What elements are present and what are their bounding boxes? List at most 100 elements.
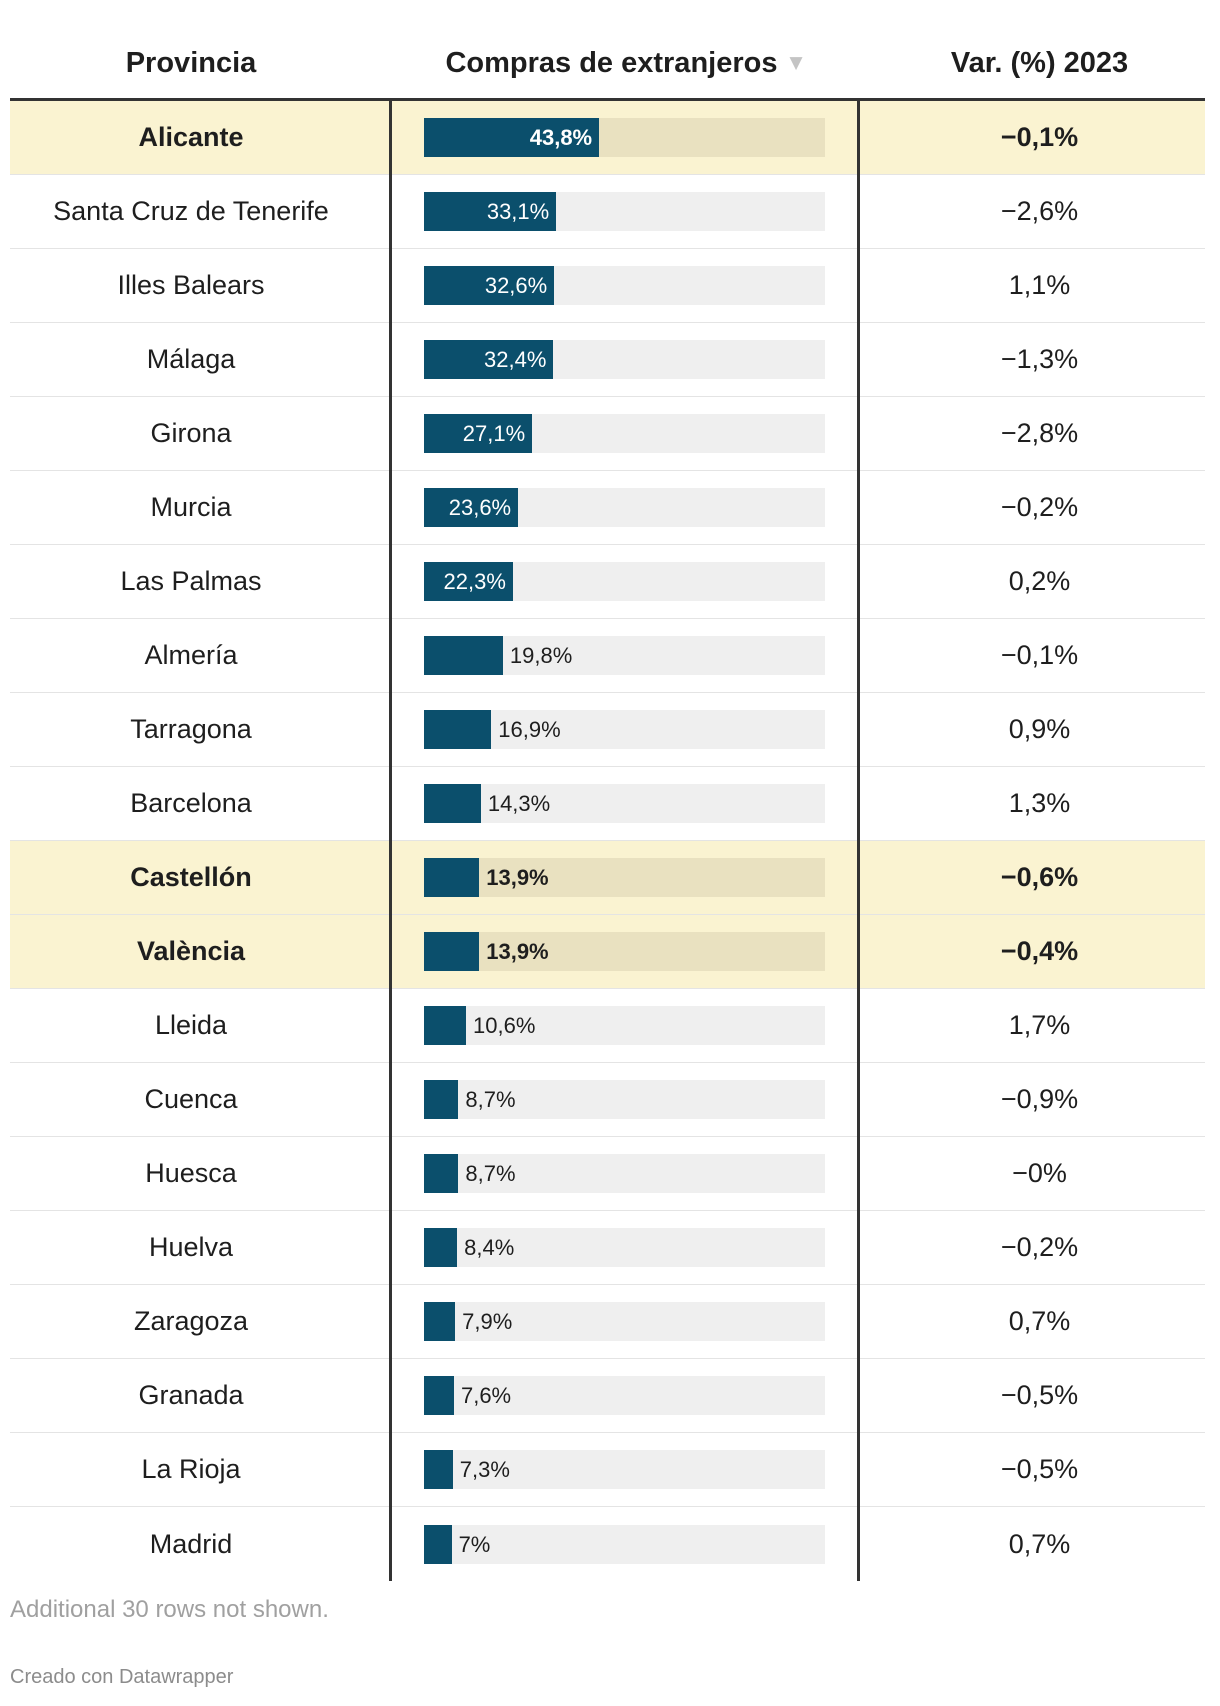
bar-santa-cruz-de-tenerife: 33,1%: [423, 192, 557, 231]
bar-track: 33,1%: [423, 192, 825, 231]
cell-var: −0,6%: [858, 841, 1205, 914]
header-compras[interactable]: Compras de extranjeros ▼: [390, 0, 858, 98]
cell-var: −0,2%: [858, 1211, 1205, 1284]
bar-murcia: 23,6%: [423, 488, 519, 527]
var-label: −2,6%: [1000, 196, 1079, 226]
header-provincia-label: Provincia: [125, 47, 257, 79]
table-row-malaga: Málaga 32,4% −1,3%: [10, 323, 1205, 397]
bar-label-malaga: 32,4%: [484, 347, 547, 372]
table-row-girona: Girona 27,1% −2,8%: [10, 397, 1205, 471]
cell-compras: 7,3%: [390, 1433, 858, 1506]
bar-track: 19,8%: [423, 636, 825, 675]
bar-label-granada: 7,6%: [460, 1383, 512, 1408]
var-label: −0,1%: [1000, 122, 1079, 152]
cell-provincia: Castellón: [10, 841, 390, 914]
bar-cuenca: 8,7%: [423, 1080, 516, 1119]
cell-var: −1,3%: [858, 323, 1205, 396]
table-row-zaragoza: Zaragoza 7,9% 0,7%: [10, 1285, 1205, 1359]
cell-provincia: Barcelona: [10, 767, 390, 840]
provincia-label: La Rioja: [141, 1454, 241, 1484]
bar-label-illes-balears: 32,6%: [484, 273, 548, 298]
cell-compras: 7,6%: [390, 1359, 858, 1432]
var-label: −0,5%: [1000, 1380, 1079, 1410]
column-divider-right: [857, 101, 860, 1581]
bar-label-lleida: 10,6%: [473, 1013, 536, 1038]
cell-compras: 16,9%: [390, 693, 858, 766]
bar-zaragoza: 7,9%: [423, 1302, 512, 1341]
bar-track: 7,3%: [423, 1450, 825, 1489]
data-table: Provincia Compras de extranjeros ▼ Var. …: [10, 0, 1205, 1581]
bar-illes-balears: 32,6%: [423, 266, 555, 305]
bar-track: 13,9%: [423, 932, 825, 971]
cell-compras: 43,8%: [390, 101, 858, 174]
bar-barcelona: 14,3%: [423, 784, 550, 823]
cell-compras: 13,9%: [390, 915, 858, 988]
bar-label-girona: 27,1%: [462, 421, 526, 446]
cell-var: 1,3%: [858, 767, 1205, 840]
table-row-barcelona: Barcelona 14,3% 1,3%: [10, 767, 1205, 841]
var-label: 0,9%: [1008, 714, 1071, 744]
cell-compras: 32,6%: [390, 249, 858, 322]
header-var[interactable]: Var. (%) 2023: [858, 0, 1205, 98]
bar-girona: 27,1%: [423, 414, 533, 453]
table-row-huesca: Huesca 8,7% −0%: [10, 1137, 1205, 1211]
bar-track: 8,7%: [423, 1154, 825, 1193]
bar-label-cuenca: 8,7%: [465, 1087, 516, 1112]
table-row-las-palmas: Las Palmas 22,3% 0,2%: [10, 545, 1205, 619]
cell-var: −2,8%: [858, 397, 1205, 470]
table-row-granada: Granada 7,6% −0,5%: [10, 1359, 1205, 1433]
cell-compras: 8,7%: [390, 1063, 858, 1136]
table-row-santa-cruz-de-tenerife: Santa Cruz de Tenerife 33,1% −2,6%: [10, 175, 1205, 249]
cell-var: −0,5%: [858, 1433, 1205, 1506]
bar-huelva: 8,4%: [423, 1228, 514, 1267]
provincia-label: Tarragona: [130, 714, 252, 744]
var-label: −2,8%: [1000, 418, 1079, 448]
bar-track: 16,9%: [423, 710, 825, 749]
bar-track: 27,1%: [423, 414, 825, 453]
provincia-label: València: [136, 936, 246, 966]
footer-credit-link[interactable]: Creado con Datawrapper: [10, 1666, 234, 1688]
bar-label-las-palmas: 22,3%: [443, 569, 506, 594]
cell-provincia: Tarragona: [10, 693, 390, 766]
var-label: 0,2%: [1008, 566, 1071, 596]
cell-var: −0,1%: [858, 619, 1205, 692]
bar-track: 8,7%: [423, 1080, 825, 1119]
cell-provincia: Almería: [10, 619, 390, 692]
table-row-tarragona: Tarragona 16,9% 0,9%: [10, 693, 1205, 767]
bar-label-zaragoza: 7,9%: [462, 1309, 513, 1334]
table-row-alicante: Alicante 43,8% −0,1%: [10, 101, 1205, 175]
header-provincia[interactable]: Provincia: [10, 0, 390, 98]
provincia-label: Huelva: [148, 1232, 234, 1262]
var-label: 1,7%: [1008, 1010, 1071, 1040]
bar-track: 8,4%: [423, 1228, 825, 1267]
provincia-label: Huesca: [145, 1158, 237, 1188]
bar-label-castellon: 13,9%: [486, 865, 549, 890]
var-label: −0%: [1012, 1158, 1067, 1188]
cell-compras: 8,4%: [390, 1211, 858, 1284]
bar-label-tarragona: 16,9%: [498, 717, 561, 742]
bar-huesca: 8,7%: [423, 1154, 516, 1193]
bar-track: 23,6%: [423, 488, 825, 527]
cell-provincia: Madrid: [10, 1507, 390, 1581]
bar-label-la-rioja: 7,3%: [459, 1457, 510, 1482]
cell-provincia: Illes Balears: [10, 249, 390, 322]
bar-madrid: 7%: [423, 1524, 490, 1564]
cell-var: −0,2%: [858, 471, 1205, 544]
cell-var: 1,1%: [858, 249, 1205, 322]
bar-track: 43,8%: [423, 118, 825, 157]
provincia-label: Málaga: [146, 344, 236, 374]
bar-alicante: 43,8%: [423, 118, 600, 157]
cell-var: 0,7%: [858, 1507, 1205, 1581]
cell-provincia: Málaga: [10, 323, 390, 396]
cell-compras: 7,9%: [390, 1285, 858, 1358]
provincia-label: Zaragoza: [133, 1306, 249, 1336]
provincia-label: Las Palmas: [120, 566, 262, 596]
cell-provincia: València: [10, 915, 390, 988]
bar-almeria: 19,8%: [423, 636, 572, 675]
provincia-label: Illes Balears: [117, 270, 265, 300]
footer-note: Additional 30 rows not shown.: [10, 1596, 329, 1623]
table-row-cuenca: Cuenca 8,7% −0,9%: [10, 1063, 1205, 1137]
header-var-label: Var. (%) 2023: [950, 47, 1129, 79]
bar-track: 10,6%: [423, 1006, 825, 1045]
provincia-label: Granada: [138, 1380, 244, 1410]
